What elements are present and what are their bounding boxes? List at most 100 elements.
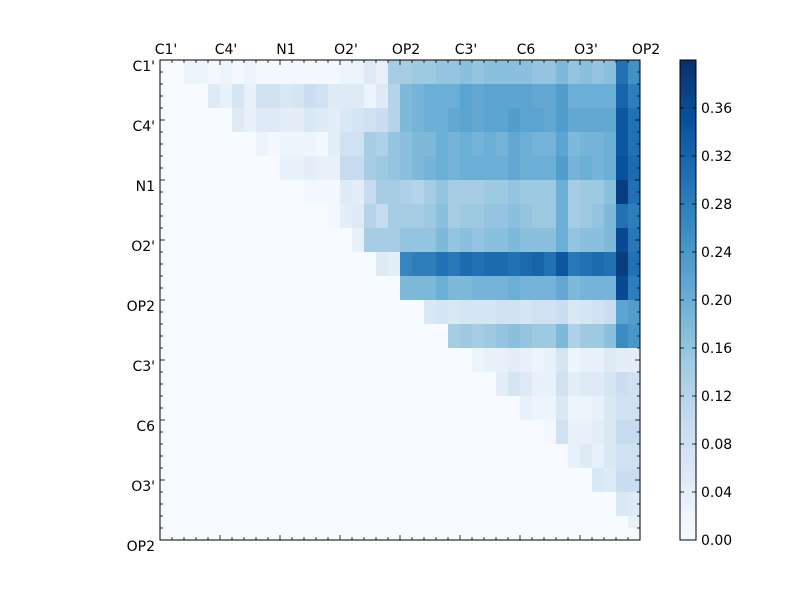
heatmap-cell	[172, 492, 185, 505]
heatmap-cell	[388, 504, 401, 517]
heatmap-cell	[328, 192, 341, 205]
heatmap-cell	[508, 228, 521, 241]
heatmap-cell	[316, 336, 329, 349]
heatmap-cell	[244, 72, 257, 85]
heatmap-cell	[388, 264, 401, 277]
heatmap-cell	[232, 240, 245, 253]
heatmap-cell	[268, 72, 281, 85]
heatmap-cell	[292, 300, 305, 313]
heatmap-cell	[448, 264, 461, 277]
heatmap-cell	[172, 96, 185, 109]
heatmap-cell	[616, 216, 629, 229]
heatmap-cell	[232, 312, 245, 325]
heatmap-cell	[256, 144, 269, 157]
heatmap-cell	[532, 228, 545, 241]
heatmap-cell	[400, 480, 413, 493]
heatmap-cell	[292, 180, 305, 193]
heatmap-cell	[196, 372, 209, 385]
heatmap-cell	[364, 108, 377, 121]
heatmap-cell	[532, 504, 545, 517]
heatmap-cell	[544, 228, 557, 241]
heatmap-cell	[484, 480, 497, 493]
heatmap-cell	[508, 108, 521, 121]
heatmap-cell	[160, 168, 173, 181]
heatmap-cell	[472, 372, 485, 385]
heatmap-cell	[184, 72, 197, 85]
heatmap-cell	[232, 180, 245, 193]
heatmap-cell	[592, 252, 605, 265]
heatmap-cell	[604, 504, 617, 517]
heatmap-cell	[328, 216, 341, 229]
heatmap-cell	[472, 396, 485, 409]
heatmap-cell	[316, 108, 329, 121]
heatmap-cell	[340, 276, 353, 289]
heatmap-cell	[184, 240, 197, 253]
heatmap-cell	[424, 408, 437, 421]
heatmap-cell	[268, 84, 281, 97]
heatmap-cell	[244, 504, 257, 517]
heatmap-cell	[616, 348, 629, 361]
heatmap-cell	[196, 276, 209, 289]
heatmap-cell	[196, 492, 209, 505]
heatmap-cell	[160, 84, 173, 97]
heatmap-cell	[196, 252, 209, 265]
heatmap-cell	[544, 276, 557, 289]
heatmap-cell	[304, 108, 317, 121]
heatmap-cell	[172, 144, 185, 157]
heatmap-cell	[232, 156, 245, 169]
heatmap-cell	[340, 240, 353, 253]
heatmap-cell	[352, 84, 365, 97]
heatmap-cell	[352, 372, 365, 385]
heatmap-cell	[316, 312, 329, 325]
heatmap-cell	[160, 468, 173, 481]
heatmap-cell	[604, 120, 617, 133]
heatmap-cell	[472, 108, 485, 121]
heatmap-cell	[316, 468, 329, 481]
heatmap-cell	[280, 300, 293, 313]
heatmap-cell	[196, 240, 209, 253]
heatmap-cell	[616, 72, 629, 85]
heatmap-cell	[532, 372, 545, 385]
heatmap-cell	[592, 444, 605, 457]
heatmap-cell	[184, 204, 197, 217]
heatmap-cell	[544, 156, 557, 169]
heatmap-cell	[616, 300, 629, 313]
heatmap-cell	[268, 168, 281, 181]
heatmap-cell	[376, 252, 389, 265]
heatmap-cell	[460, 420, 473, 433]
heatmap-cell	[616, 492, 629, 505]
heatmap-cell	[352, 504, 365, 517]
heatmap-cell	[220, 516, 233, 529]
heatmap-cell	[196, 228, 209, 241]
heatmap-cell	[616, 264, 629, 277]
heatmap-cell	[244, 468, 257, 481]
heatmap-cell	[628, 288, 641, 301]
heatmap-cell	[172, 132, 185, 145]
heatmap-cell	[172, 204, 185, 217]
heatmap-cell	[160, 252, 173, 265]
heatmap-cell	[424, 456, 437, 469]
heatmap-cell	[424, 360, 437, 373]
heatmap-cells	[160, 60, 641, 541]
colorbar-tick-label: 0.16	[701, 341, 732, 357]
heatmap-cell	[364, 72, 377, 85]
heatmap-cell	[628, 504, 641, 517]
heatmap-cell	[256, 132, 269, 145]
heatmap-cell	[520, 324, 533, 337]
heatmap-cell	[472, 348, 485, 361]
heatmap-cell	[232, 528, 245, 541]
heatmap-cell	[172, 168, 185, 181]
heatmap-cell	[472, 408, 485, 421]
heatmap-cell	[340, 264, 353, 277]
heatmap-cell	[472, 324, 485, 337]
heatmap-cell	[376, 228, 389, 241]
heatmap-cell	[400, 384, 413, 397]
heatmap-cell	[232, 336, 245, 349]
heatmap-cell	[532, 216, 545, 229]
heatmap-cell	[460, 240, 473, 253]
heatmap-cell	[364, 192, 377, 205]
heatmap-cell	[448, 348, 461, 361]
heatmap-cell	[232, 468, 245, 481]
heatmap-cell	[244, 408, 257, 421]
heatmap-cell	[256, 216, 269, 229]
